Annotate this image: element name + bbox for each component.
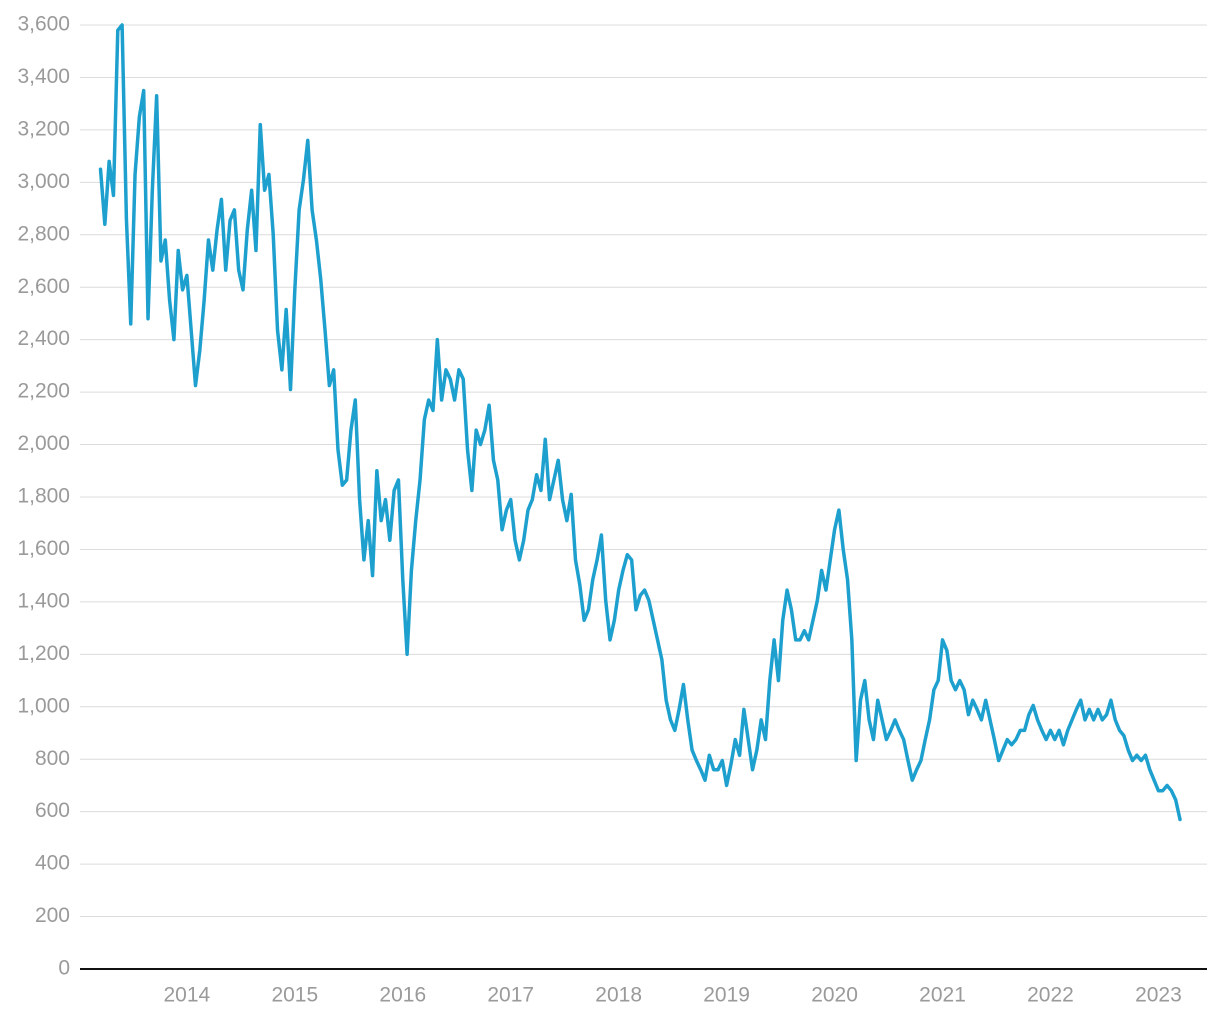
y-tick-label: 2,400 [17, 327, 70, 350]
x-tick-label: 2022 [1027, 984, 1074, 1007]
y-tick-label: 1,200 [17, 642, 70, 665]
y-tick-label: 1,600 [17, 537, 70, 560]
y-tick-label: 1,000 [17, 694, 70, 717]
y-tick-label: 800 [35, 747, 70, 770]
x-tick-label: 2015 [271, 984, 318, 1007]
y-tick-label: 2,000 [17, 432, 70, 455]
x-tick-label: 2020 [811, 984, 858, 1007]
y-tick-label: 200 [35, 904, 70, 927]
x-tick-label: 2017 [487, 984, 534, 1007]
x-tick-label: 2019 [703, 984, 750, 1007]
y-tick-label: 1,800 [17, 485, 70, 508]
y-tick-label: 2,200 [17, 380, 70, 403]
y-tick-label: 600 [35, 799, 70, 822]
y-tick-label: 3,400 [17, 65, 70, 88]
x-tick-label: 2021 [919, 984, 966, 1007]
y-tick-label: 0 [58, 957, 70, 980]
x-tick-label: 2023 [1135, 984, 1182, 1007]
y-tick-label: 3,600 [17, 13, 70, 36]
y-tick-label: 1,400 [17, 589, 70, 612]
y-tick-label: 3,000 [17, 170, 70, 193]
price-line [98, 23, 1182, 822]
y-tick-label: 2,800 [17, 222, 70, 245]
x-tick-label: 2018 [595, 984, 642, 1007]
y-tick-label: 2,600 [17, 275, 70, 298]
x-tick-label: 2014 [164, 984, 211, 1007]
y-tick-label: 3,200 [17, 117, 70, 140]
y-tick-label: 400 [35, 852, 70, 875]
x-tick-label: 2016 [379, 984, 426, 1007]
